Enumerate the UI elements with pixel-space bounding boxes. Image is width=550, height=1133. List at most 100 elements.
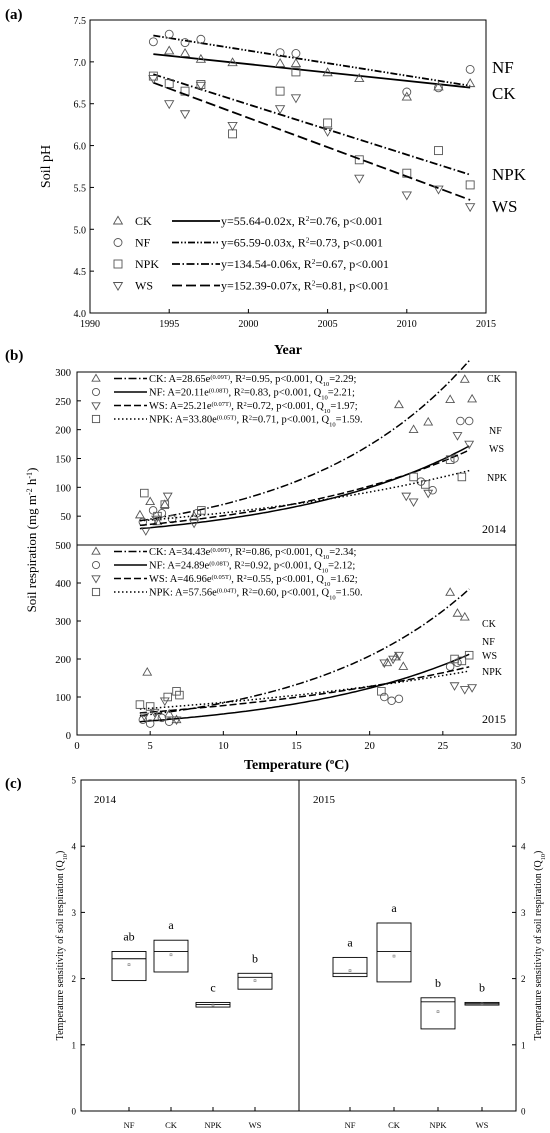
y-axis-label: Temperature sensitivity of soil respirat…: [55, 851, 69, 1041]
legend-equation: WS: A=25.21e(0.07T), R2=0.72, p<0.001, Q…: [149, 401, 358, 415]
data-point-ck: [159, 499, 170, 508]
data-point-npk: [377, 687, 386, 696]
significance-letter: a: [391, 901, 397, 915]
data-point-nf: [148, 506, 158, 515]
y-tick-label: 400: [55, 579, 71, 590]
data-point-npk: [457, 472, 467, 482]
legend-marker: [91, 387, 101, 397]
x-category-label: WS: [249, 1120, 262, 1130]
legend-name: CK: [135, 214, 152, 228]
data-point-ck: [467, 393, 478, 403]
x-tick-label: 0: [74, 741, 79, 752]
data-point-npk: [153, 511, 162, 521]
data-point-npk: [434, 146, 443, 156]
data-point-ws: [449, 682, 460, 691]
y-tick-label: 200: [55, 655, 71, 666]
data-point-ws: [452, 432, 463, 441]
y-tick-label-right: 0: [521, 1107, 526, 1117]
x-tick-label: 2015: [476, 319, 496, 330]
data-point-ws: [464, 440, 475, 450]
box-mean: [253, 979, 257, 982]
data-point-nf: [380, 692, 389, 702]
legend-equation: CK: A=34.43e(0.09T), R2=0.86, p<0.001, Q…: [149, 547, 357, 561]
data-point-ws: [393, 651, 404, 661]
box-mean: [436, 1010, 440, 1014]
data-point-ws: [464, 203, 476, 213]
data-point-ws: [149, 708, 160, 718]
data-point-ws: [159, 697, 170, 707]
box-ws: [237, 972, 273, 990]
data-point-nf: [157, 509, 167, 518]
x-axis-label: Temperature (oC): [244, 756, 349, 773]
data-point-nf: [192, 509, 202, 518]
data-point-ck: [142, 667, 153, 676]
x-category-label: NF: [345, 1120, 356, 1130]
data-point-nf: [275, 48, 285, 58]
significance-letter: b: [252, 951, 258, 965]
data-point-ws: [322, 127, 333, 137]
data-point-npk: [175, 690, 184, 700]
y-tick-label: 0: [66, 731, 71, 742]
data-point-npk: [323, 118, 333, 128]
x-tick-label: 10: [218, 741, 229, 752]
legend-name: WS: [135, 279, 153, 293]
data-point-ws: [148, 75, 159, 85]
x-tick-label: 20: [364, 741, 375, 752]
data-point-ck: [452, 608, 463, 617]
legend-equation: y=152.39-0.07x, R2=0.81, p<0.001: [221, 278, 389, 293]
y-tick-label: 3: [72, 908, 77, 918]
series-end-label: CK: [482, 619, 497, 630]
panel-c: (c) 0 0 1 1 2 2 3 3 4 4 5 5 Temperature sensitivity o…: [5, 776, 547, 1131]
fit-curve-nf: [139, 653, 470, 723]
data-point-ck: [179, 47, 191, 57]
significance-letter: b: [479, 980, 485, 994]
legend-marker: [91, 373, 101, 382]
series-end-label: NF: [492, 58, 514, 77]
data-point-nf: [196, 34, 206, 44]
series-end-label: NF: [482, 637, 495, 648]
panel-label: (b): [5, 348, 23, 364]
data-point-nf: [434, 83, 443, 93]
data-point-ck: [164, 45, 175, 55]
y-tick-label: 50: [61, 512, 72, 523]
significance-letter: a: [168, 918, 174, 932]
year-label: 2014: [482, 522, 506, 536]
data-point-nf: [180, 38, 190, 48]
data-point-ws: [290, 94, 302, 104]
data-point-npk: [228, 129, 238, 139]
y-tick-label: 2: [72, 974, 77, 984]
series-end-label: WS: [482, 651, 497, 662]
data-point-ck: [398, 661, 409, 670]
data-point-ws: [164, 100, 175, 110]
series-end-label: NPK: [492, 165, 527, 184]
box-ck: [376, 922, 412, 983]
x-category-label: WS: [476, 1120, 489, 1130]
panel-label: (c): [5, 776, 22, 792]
data-point-nf: [456, 416, 465, 426]
x-tick-label: 1990: [80, 319, 100, 330]
series-end-label: WS: [492, 197, 518, 216]
data-point-ck: [274, 58, 286, 67]
box-mean: [211, 1003, 215, 1007]
data-point-ck: [145, 496, 156, 506]
legend-marker: [91, 546, 101, 555]
data-point-ws: [189, 519, 200, 529]
fit-curve-nf: [139, 445, 470, 530]
fit-curve-ck: [139, 360, 470, 522]
data-point-npk: [140, 488, 149, 498]
legend-marker: [91, 560, 101, 570]
x-tick-label: 2005: [318, 319, 338, 330]
data-point-ck: [408, 424, 419, 433]
x-tick-label: 30: [511, 741, 522, 752]
series-end-label: WS: [489, 444, 504, 455]
y-tick-label: 4.0: [74, 309, 87, 320]
fit-curve-npk: [139, 469, 470, 522]
data-point-npk: [409, 472, 418, 482]
legend-name: NPK: [135, 257, 159, 271]
data-point-ws: [433, 185, 444, 195]
box-mean: [392, 954, 396, 958]
y-tick-label-right: 1: [521, 1040, 526, 1050]
data-point-ck: [195, 53, 207, 63]
